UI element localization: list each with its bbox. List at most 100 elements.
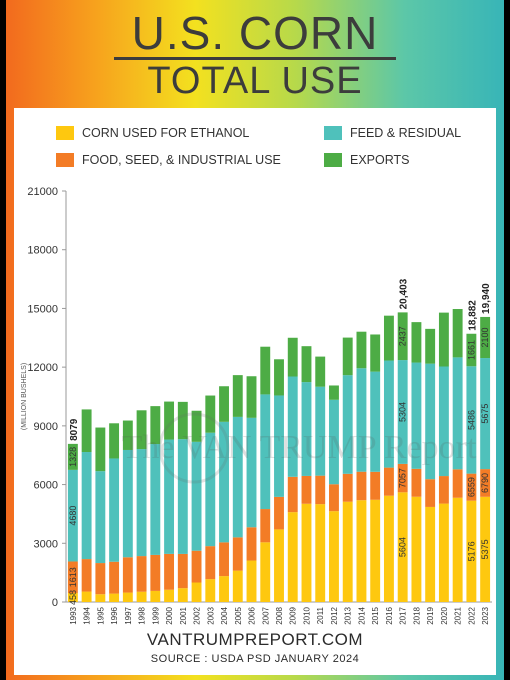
bar-2009-food-seed-industrial-use (287, 476, 298, 513)
data-label-2017-feed-residual: 5304 (398, 402, 408, 422)
bar-2023-food-seed-industrial-use (480, 469, 491, 497)
bar-2007-exports (260, 346, 271, 395)
bar-2015-feed-residual (370, 371, 381, 472)
bar-2009-corn-used-for-ethanol (287, 512, 298, 602)
bar-2000-food-seed-industrial-use (164, 553, 175, 590)
bar-2011-corn-used-for-ethanol (315, 504, 326, 602)
bar-2010-corn-used-for-ethanol (301, 503, 312, 602)
x-tick-label-2005: 2005 (234, 606, 243, 624)
bar-2006-food-seed-industrial-use (246, 527, 257, 561)
x-tick-label-1994: 1994 (83, 606, 92, 624)
x-tick-label-2020: 2020 (440, 606, 449, 624)
bar-2015-food-seed-industrial-use (370, 471, 381, 500)
bar-1993-feed-residual (67, 469, 78, 562)
watermark: The VAN TRUMP Report (122, 412, 477, 484)
corn-use-chart: 0 3000 6000 9000 12000 15000 18000 21000 (MILLIO… (21, 186, 492, 625)
bar-2000-exports (164, 401, 175, 440)
bar-2020-feed-residual (438, 366, 449, 477)
bar-2008-feed-residual (274, 395, 284, 497)
bar-2021-corn-used-for-ethanol (452, 497, 463, 602)
x-tick-label-1995: 1995 (96, 606, 105, 624)
bar-2003-exports (205, 395, 216, 433)
bar-2020-corn-used-for-ethanol (438, 503, 449, 602)
bar-2013-exports (342, 337, 353, 376)
bar-2020-food-seed-industrial-use (438, 476, 449, 504)
bar-2002-food-seed-industrial-use (191, 550, 202, 583)
data-label-2022-corn-used-for-ethanol: 5176 (466, 541, 476, 561)
bar-2014-feed-residual (356, 368, 367, 472)
chart-axes: 0 3000 6000 9000 12000 15000 18000 21000 (MILLIO… (21, 186, 492, 625)
bar-2011-exports (315, 356, 326, 387)
bar-2011-feed-residual (315, 386, 326, 476)
bar-1996-exports (109, 423, 120, 459)
watermark-text: The VAN TRUMP Report (122, 429, 477, 466)
bar-1996-feed-residual (109, 458, 120, 562)
legend-swatch-ethanol (56, 126, 74, 140)
bar-2005-corn-used-for-ethanol (232, 570, 243, 602)
y-tick-label-12000: 12000 (27, 362, 58, 374)
bar-2003-feed-residual (205, 432, 216, 547)
bar-2014-food-seed-industrial-use (356, 471, 367, 501)
bar-2022-food-seed-industrial-use (466, 473, 477, 501)
bar-2010-feed-residual (301, 382, 312, 476)
bar-2008-food-seed-industrial-use (274, 496, 284, 530)
bar-1994-exports (81, 409, 92, 453)
bar-2017-corn-used-for-ethanol (397, 492, 408, 602)
bar-2001-food-seed-industrial-use (177, 553, 188, 589)
legend-item-feed: FEED & RESIDUAL (324, 126, 461, 140)
bar-1993-food-seed-industrial-use (67, 561, 78, 594)
y-axis-label: (MILLION BUSHELS) (21, 363, 28, 430)
data-label-1993-corn-used-for-ethanol: 458 (68, 590, 78, 605)
bar-1997-feed-residual (122, 449, 133, 558)
legend-label-feed: FEED & RESIDUAL (350, 126, 462, 140)
bar-2002-feed-residual (191, 441, 202, 551)
bar-2023-corn-used-for-ethanol (480, 496, 491, 602)
bar-2012-food-seed-industrial-use (329, 484, 339, 512)
x-tick-label-2007: 2007 (261, 606, 270, 624)
bar-2017-food-seed-industrial-use (397, 463, 408, 493)
x-tick-label-1999: 1999 (151, 606, 160, 624)
bar-1995-exports (95, 427, 106, 472)
legend-swatch-feed (324, 126, 342, 140)
bar-2022-exports (466, 333, 477, 367)
bar-2008-corn-used-for-ethanol (274, 529, 284, 602)
bar-2006-corn-used-for-ethanol (246, 560, 257, 602)
bar-2014-exports (356, 331, 367, 369)
bar-1997-food-seed-industrial-use (122, 557, 133, 593)
x-tick-label-2014: 2014 (357, 606, 366, 624)
bar-2002-corn-used-for-ethanol (191, 582, 202, 602)
bar-2013-corn-used-for-ethanol (342, 501, 353, 602)
y-tick-label-3000: 3000 (34, 538, 58, 550)
x-tick-label-2004: 2004 (220, 606, 229, 624)
bar-2019-corn-used-for-ethanol (425, 506, 436, 602)
chart-data-labels: 458 1613 4680 1328 5604 7057 5304 2437 5176 6559 5… (68, 278, 492, 605)
total-label-1993: 8079 (69, 418, 80, 441)
bar-2016-feed-residual (383, 360, 394, 468)
title-line-1: U.S. CORN (131, 7, 379, 59)
bar-1997-corn-used-for-ethanol (122, 592, 133, 602)
x-tick-label-2012: 2012 (330, 606, 339, 624)
bar-2007-food-seed-industrial-use (260, 509, 271, 543)
bar-1997-exports (122, 420, 133, 450)
bar-2005-exports (232, 375, 243, 417)
poster-frame: U.S. CORN TOTAL USE CORN USED FOR ETHANO… (6, 0, 504, 680)
bar-2004-feed-residual (219, 421, 229, 543)
total-label-2017: 20,403 (399, 278, 410, 309)
total-label-2022: 18,882 (467, 300, 478, 331)
bar-1995-feed-residual (95, 471, 106, 564)
bar-1998-food-seed-industrial-use (136, 556, 147, 592)
bar-2009-feed-residual (287, 376, 298, 477)
bar-2004-exports (219, 386, 229, 422)
x-tick-label-2013: 2013 (344, 606, 353, 624)
data-label-2023-feed-residual: 5675 (480, 404, 490, 424)
bar-2018-exports (411, 322, 422, 363)
x-tick-label-1997: 1997 (124, 606, 133, 624)
bar-2010-exports (301, 346, 312, 383)
bar-2006-feed-residual (246, 417, 257, 528)
y-tick-label-21000: 21000 (27, 186, 58, 198)
bar-2021-feed-residual (452, 357, 463, 470)
x-tick-label-2011: 2011 (316, 606, 325, 624)
x-tick-label-2016: 2016 (385, 606, 394, 624)
bar-1994-corn-used-for-ethanol (81, 591, 92, 602)
bar-2023-exports (480, 316, 491, 359)
